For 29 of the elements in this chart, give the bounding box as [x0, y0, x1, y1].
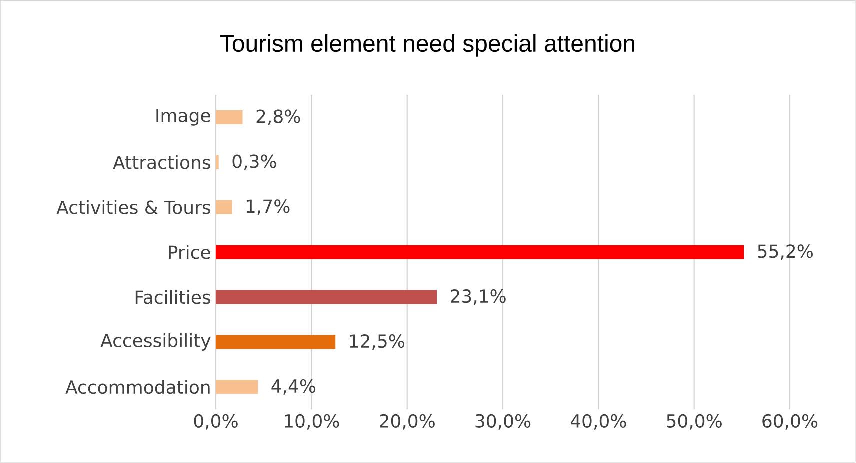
x-tick-label: 40,0%	[570, 414, 626, 430]
bar	[216, 155, 219, 170]
bar	[216, 335, 336, 350]
data-label: 55,2%	[758, 244, 813, 260]
bar	[216, 110, 243, 124]
bar	[216, 380, 258, 394]
x-tick-label: 50,0%	[667, 414, 722, 430]
data-label: 12,5%	[350, 334, 404, 350]
x-tick-label: 10,0%	[285, 414, 340, 430]
data-label: 4,4%	[272, 379, 316, 395]
y-tick-label: Activities & Tours	[56, 200, 210, 214]
y-tick-label: Attractions	[113, 155, 210, 170]
x-tick-label: 0,0%	[194, 414, 238, 430]
y-tick-label: Price	[169, 245, 210, 260]
y-tick-label: Image	[156, 109, 210, 126]
x-tick-label: 20,0%	[380, 414, 435, 430]
bar	[216, 245, 744, 260]
y-tick-label: Accommodation	[66, 380, 210, 394]
x-tick-label: 30,0%	[476, 414, 531, 430]
x-tick-label: 60,0%	[762, 414, 818, 430]
data-label: 0,3%	[232, 154, 276, 170]
chart-title: Tourism element need special attention	[220, 34, 634, 57]
data-label: 2,8%	[256, 110, 300, 126]
data-label: 23,1%	[451, 290, 506, 305]
bar	[216, 200, 232, 214]
bar	[216, 290, 437, 304]
y-tick-label: Accessibility	[100, 334, 211, 351]
data-label: 1,7%	[246, 200, 290, 216]
y-tick-label: Facilities	[136, 290, 210, 304]
